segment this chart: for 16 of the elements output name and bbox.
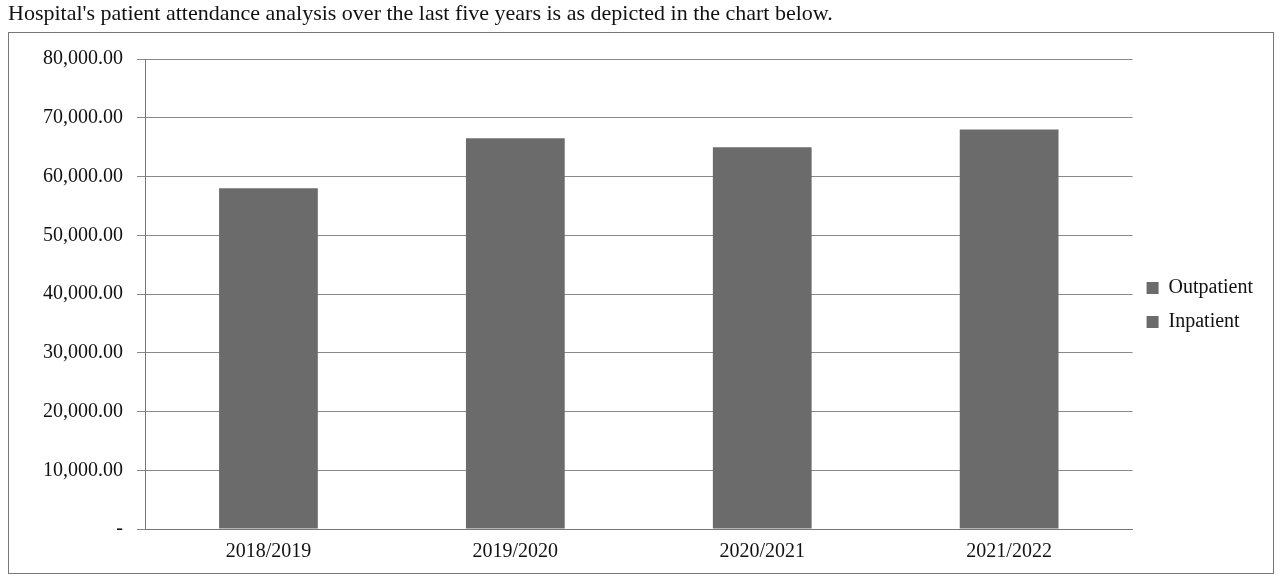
y-tick-label: 60,000.00 bbox=[43, 163, 123, 186]
y-tick-label: 30,000.00 bbox=[43, 340, 123, 362]
x-tick-label: 2018/2019 bbox=[225, 539, 312, 562]
legend-label: Inpatient bbox=[1168, 309, 1241, 333]
y-tick-label: 70,000.00 bbox=[43, 105, 123, 127]
y-tick-label: 80,000.00 bbox=[43, 46, 123, 69]
y-tick-label: 10,000.00 bbox=[43, 457, 123, 480]
y-tick-label: - bbox=[116, 516, 123, 539]
x-tick-label: 2019/2020 bbox=[472, 539, 559, 562]
y-tick-label: 20,000.00 bbox=[43, 398, 123, 421]
legend-label: Outpatient bbox=[1168, 275, 1254, 299]
chart-title: Hospital's patient attendance analysis over the last five years is as depicted in the chart below. bbox=[7, 0, 834, 26]
x-tick-label: 2021/2022 bbox=[966, 539, 1052, 562]
y-tick-label: 40,000.00 bbox=[43, 281, 123, 304]
x-tick-label: 2020/2021 bbox=[719, 539, 806, 562]
y-tick-label: 50,000.00 bbox=[43, 222, 123, 245]
